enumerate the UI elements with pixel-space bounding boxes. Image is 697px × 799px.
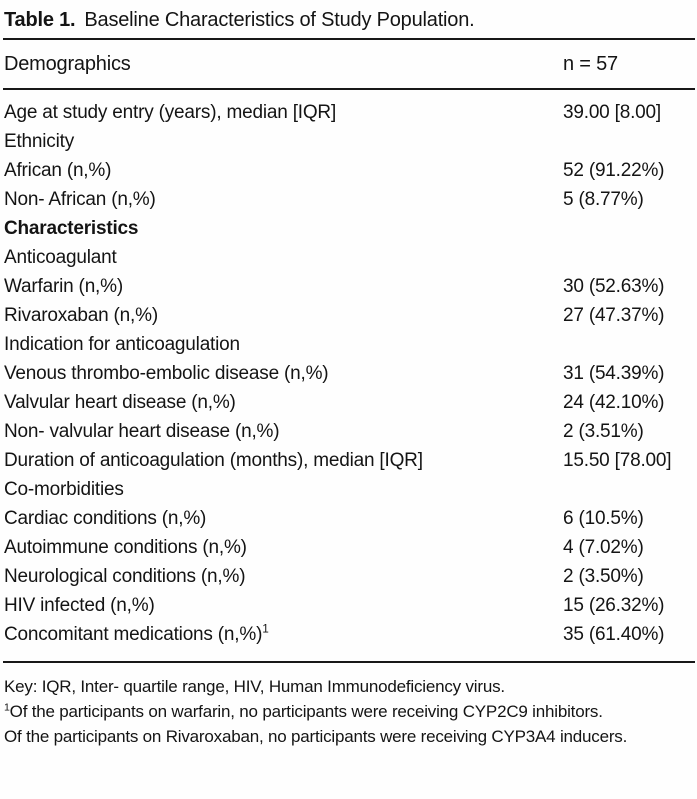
table-row: Autoimmune conditions (n,%) 4 (7.02%) <box>3 533 695 562</box>
row-value: 5 (8.77%) <box>563 189 644 210</box>
table-row: Concomitant medications (n,%)1 35 (61.40… <box>3 620 695 649</box>
row-value: 27 (47.37%) <box>563 305 665 326</box>
table-header-row: Demographics n = 57 <box>3 40 695 88</box>
row-value: 6 (10.5%) <box>563 508 644 529</box>
table-row: Indication for anticoagulation <box>3 330 695 359</box>
row-label: Concomitant medications (n,%)1 <box>4 622 269 645</box>
footnote-line: Key: IQR, Inter- quartile range, HIV, Hu… <box>4 674 695 699</box>
row-value: 35 (61.40%) <box>563 624 665 645</box>
row-value <box>563 475 695 504</box>
footnote-line: 1Of the participants on warfarin, no par… <box>4 699 695 724</box>
row-label: Indication for anticoagulation <box>4 334 240 355</box>
table-row: Co-morbidities <box>3 475 695 504</box>
table-row: Cardiac conditions (n,%) 6 (10.5%) <box>3 504 695 533</box>
table-row: Non- valvular heart disease (n,%) 2 (3.5… <box>3 417 695 446</box>
row-label: Warfarin (n,%) <box>4 276 123 297</box>
table-row: Duration of anticoagulation (months), me… <box>3 446 695 475</box>
row-value: 39.00 [8.00] <box>563 102 661 123</box>
row-value: 24 (42.10%) <box>563 392 665 413</box>
row-value <box>563 330 695 359</box>
table-row: Venous thrombo-embolic disease (n,%) 31 … <box>3 359 695 388</box>
table-title-text: Baseline Characteristics of Study Popula… <box>84 9 475 31</box>
row-label: Cardiac conditions (n,%) <box>4 508 207 529</box>
table-row: Characteristics <box>3 214 695 243</box>
row-value: 15.50 [78.00] <box>563 450 672 471</box>
row-label: Venous thrombo-embolic disease (n,%) <box>4 363 329 384</box>
row-label: Rivaroxaban (n,%) <box>4 305 158 326</box>
row-label: Age at study entry (years), median [IQR] <box>4 102 337 123</box>
footnote-marker: 1 <box>262 622 269 636</box>
row-value: 31 (54.39%) <box>563 363 665 384</box>
footnotes: Key: IQR, Inter- quartile range, HIV, Hu… <box>3 663 695 749</box>
row-label: HIV infected (n,%) <box>4 595 155 616</box>
table-row: Warfarin (n,%) 30 (52.63%) <box>3 272 695 301</box>
header-col-sample-size: n = 57 <box>563 52 618 75</box>
row-value: 2 (3.51%) <box>563 421 644 442</box>
row-label: Non- African (n,%) <box>4 189 156 210</box>
table-row: Anticoagulant <box>3 243 695 272</box>
row-label: Ethnicity <box>4 131 75 152</box>
bottom-rule <box>3 661 695 663</box>
row-label: Co-morbidities <box>4 479 124 500</box>
row-value: 52 (91.22%) <box>563 160 665 181</box>
row-label: Characteristics <box>4 218 139 239</box>
table-row: HIV infected (n,%) 15 (26.32%) <box>3 591 695 620</box>
table-row: Neurological conditions (n,%) 2 (3.50%) <box>3 562 695 591</box>
row-label: Non- valvular heart disease (n,%) <box>4 421 280 442</box>
row-label: African (n,%) <box>4 160 112 181</box>
header-divider-rule <box>3 88 695 90</box>
row-value <box>563 243 695 272</box>
table-body: Age at study entry (years), median [IQR]… <box>3 90 695 661</box>
row-value: 30 (52.63%) <box>563 276 665 297</box>
table-row: Non- African (n,%) 5 (8.77%) <box>3 185 695 214</box>
row-label: Autoimmune conditions (n,%) <box>4 537 247 558</box>
row-label: Anticoagulant <box>4 247 117 268</box>
footnote-marker: 1 <box>4 701 10 714</box>
row-label: Duration of anticoagulation (months), me… <box>4 450 423 471</box>
row-value: 2 (3.50%) <box>563 566 644 587</box>
row-label: Valvular heart disease (n,%) <box>4 392 236 413</box>
row-value: 15 (26.32%) <box>563 595 665 616</box>
table-number-label: Table 1. <box>4 9 76 31</box>
table-row: Age at study entry (years), median [IQR]… <box>3 98 695 127</box>
row-label: Neurological conditions (n,%) <box>4 566 246 587</box>
row-value <box>563 214 695 243</box>
top-rule <box>3 38 695 40</box>
row-value: 4 (7.02%) <box>563 537 644 558</box>
table-row: African (n,%) 52 (91.22%) <box>3 156 695 185</box>
table-row: Valvular heart disease (n,%) 24 (42.10%) <box>3 388 695 417</box>
footnote-text: Of the participants on Rivaroxaban, no p… <box>4 727 628 746</box>
footnote-text: Of the participants on warfarin, no part… <box>9 702 603 721</box>
footnote-line: Of the participants on Rivaroxaban, no p… <box>4 724 695 749</box>
row-value <box>563 127 695 156</box>
table-row: Ethnicity <box>3 127 695 156</box>
table-title: Table 1. Baseline Characteristics of Stud… <box>3 6 695 38</box>
header-col-demographics: Demographics <box>4 52 131 75</box>
table-row: Rivaroxaban (n,%) 27 (47.37%) <box>3 301 695 330</box>
footnote-text: Key: IQR, Inter- quartile range, HIV, Hu… <box>4 677 505 696</box>
